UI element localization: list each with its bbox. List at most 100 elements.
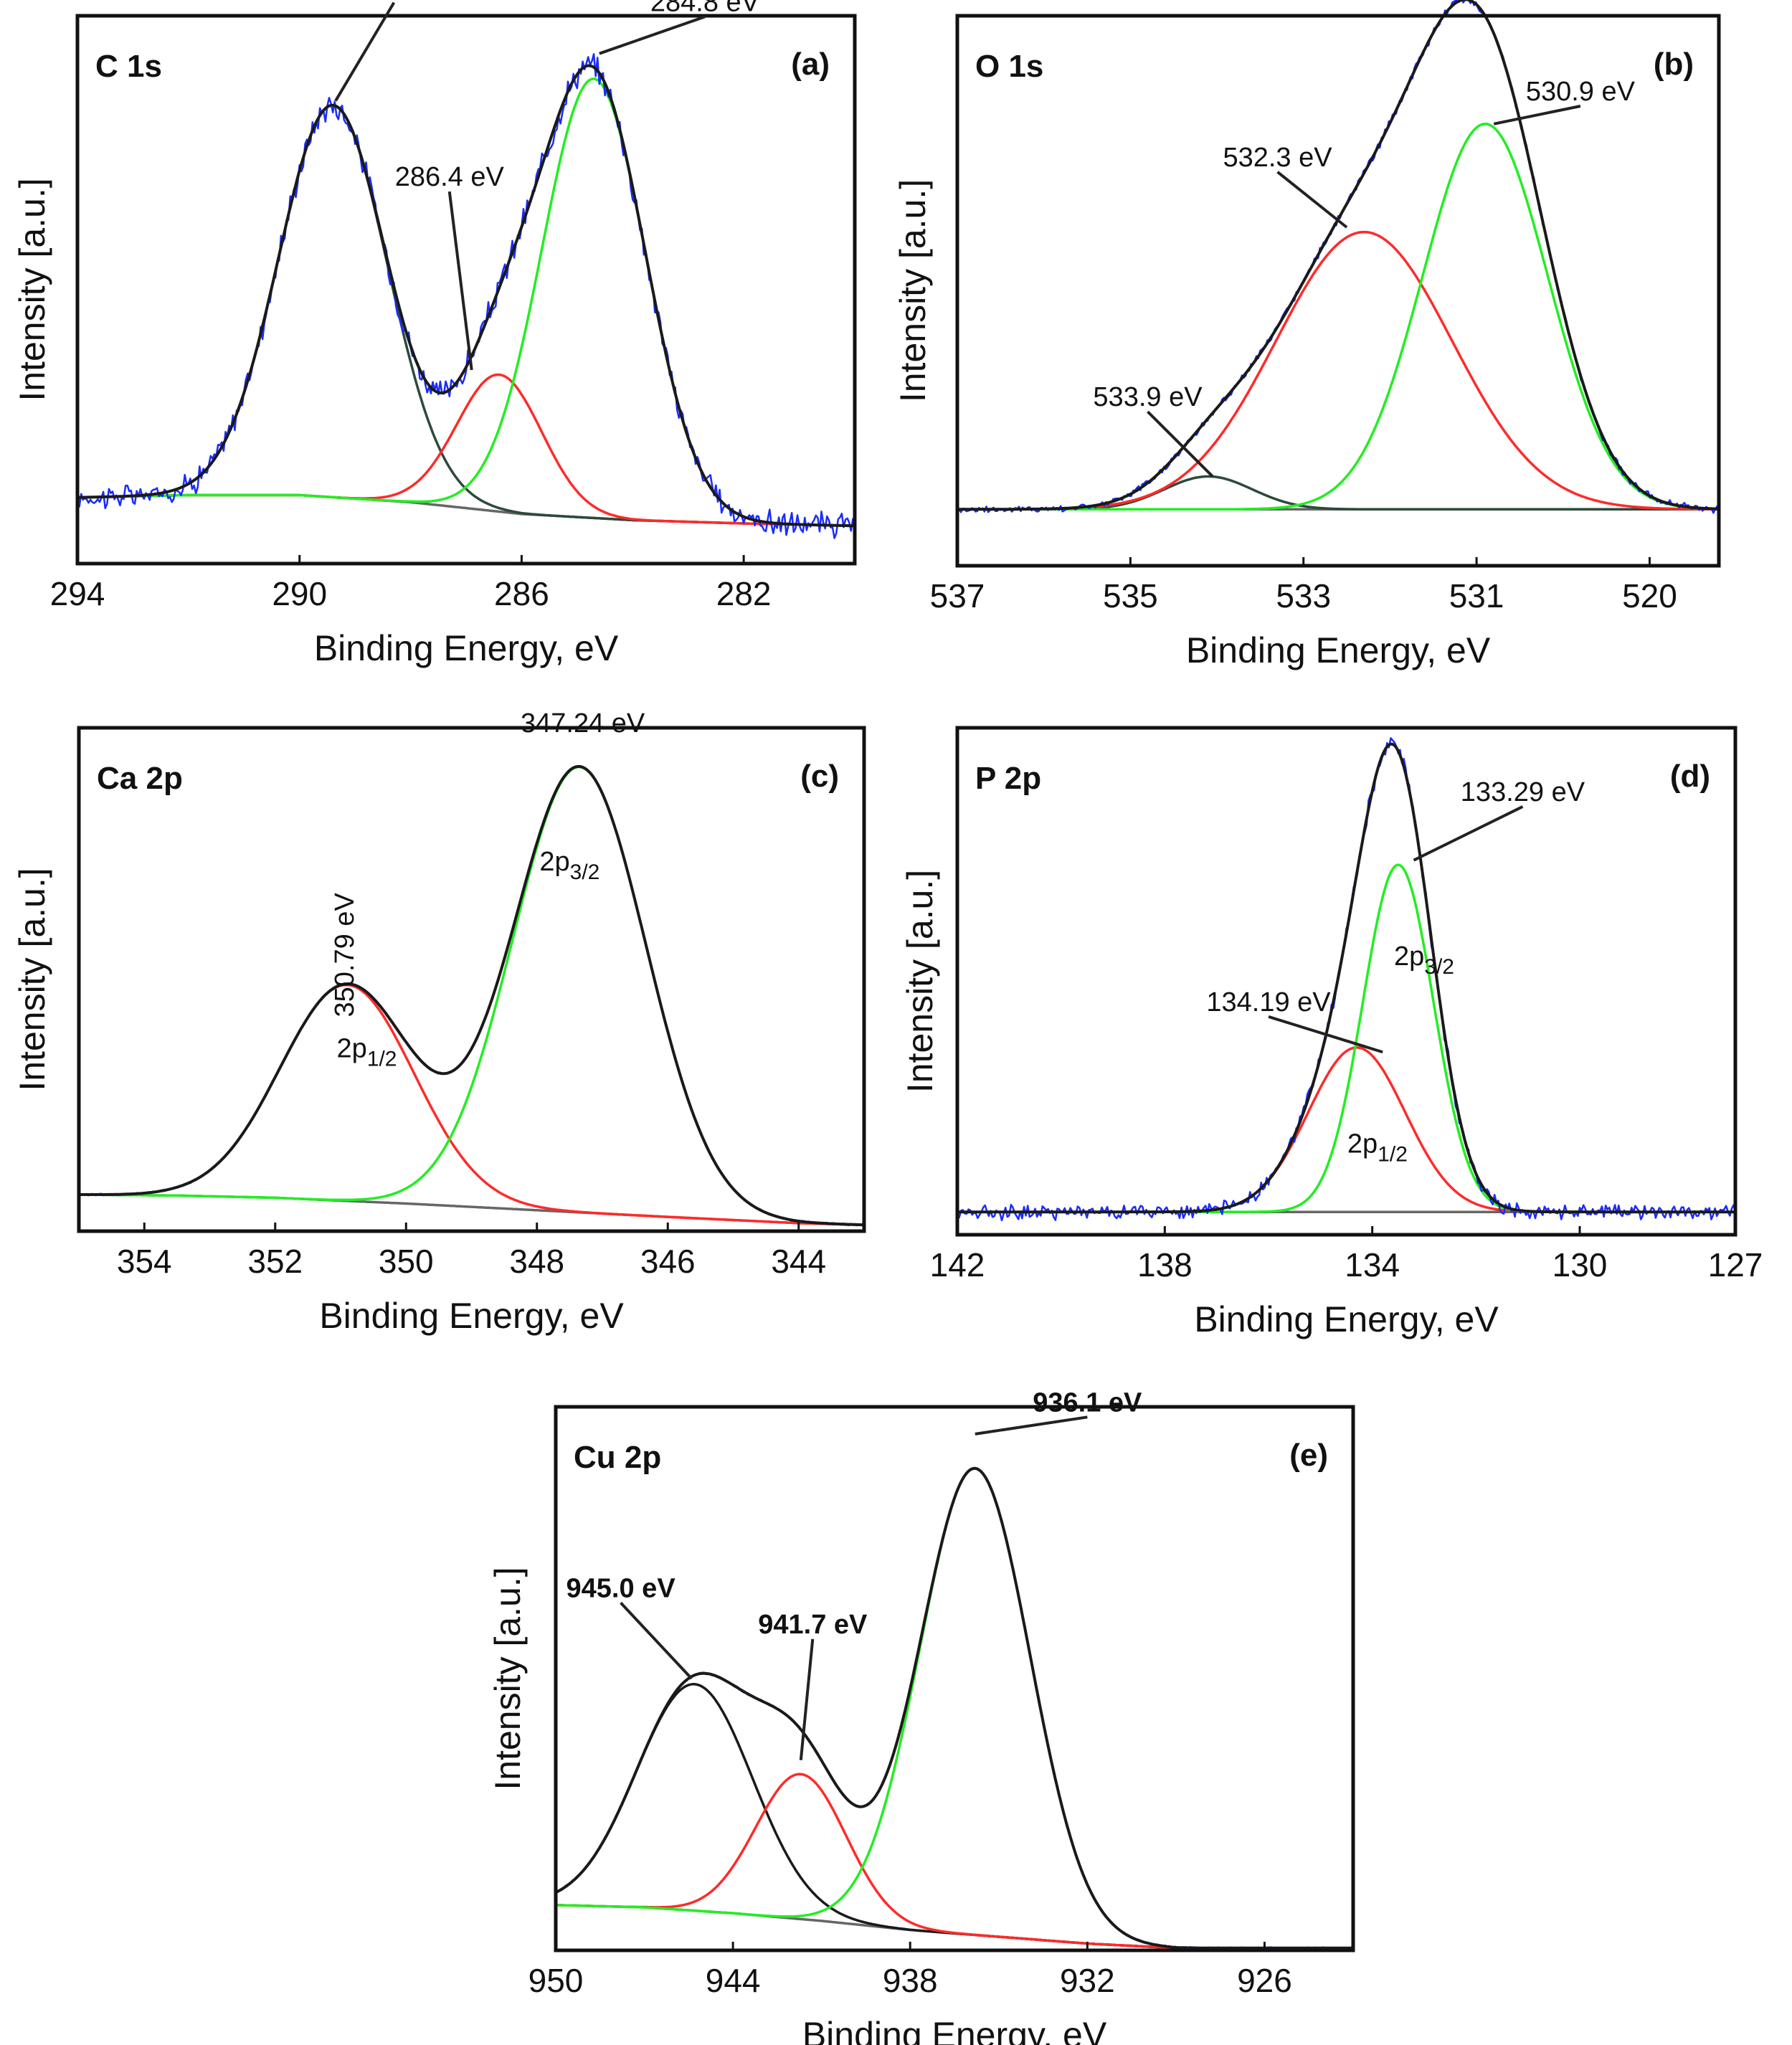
plot-frame: [75, 14, 857, 566]
x-tick-label: 531: [1449, 577, 1504, 615]
panel-tag: (b): [1654, 47, 1694, 82]
orbital-label: 2p1/2: [337, 1034, 397, 1071]
peak-leader-line: [599, 15, 706, 55]
panel-tag: (c): [800, 759, 839, 794]
panel-title: O 1s: [975, 49, 1043, 84]
x-tick-label: 138: [1137, 1246, 1193, 1284]
fit-component-532.3-eV: [957, 230, 1719, 511]
plot-frame: [554, 1405, 1355, 1953]
peak-label: 350.79 eV: [330, 893, 360, 1017]
x-axis-label: Binding Energy, eV: [319, 1296, 624, 1336]
x-tick-label: 520: [1622, 577, 1677, 615]
envelope-fit: [79, 764, 864, 1227]
x-tick-label: 348: [509, 1243, 564, 1280]
fit-component-530.9-eV: [957, 123, 1719, 511]
panel-title: Ca 2p: [97, 761, 183, 796]
plot-frame: [77, 726, 866, 1233]
x-tick-label: 537: [930, 577, 985, 615]
x-axis-label: Binding Energy, eV: [314, 628, 619, 668]
envelope-fit: [77, 64, 855, 528]
panel-title: P 2p: [975, 761, 1041, 796]
x-tick-label: 352: [247, 1243, 303, 1280]
panel-title: C 1s: [95, 49, 162, 84]
x-tick-label: 944: [706, 1962, 761, 1999]
plot-frame: [955, 14, 1721, 568]
panel-c1s: 294 290 286 282 Binding Energy, eV Intensity …: [12, 0, 857, 668]
y-axis-label: Intensity [a.u.]: [900, 870, 940, 1093]
peak-label: 941.7 eV: [758, 1610, 868, 1640]
orbital-label: 2p3/2: [1394, 941, 1454, 979]
x-tick-label: 533: [1276, 577, 1331, 615]
plot-frame: [955, 726, 1738, 1237]
fit-component-286.4-eV: [77, 373, 855, 528]
peak-label: 945.0 eV: [566, 1573, 676, 1603]
orbital-label: 2p3/2: [539, 847, 599, 884]
peak-label: 533.9 eV: [1093, 382, 1203, 412]
envelope-fit: [555, 1466, 1353, 1950]
peak-label: 347.24 eV: [521, 708, 645, 739]
x-axis-label: Binding Energy, eV: [1194, 1299, 1499, 1339]
peak-leader-line: [334, 1, 396, 102]
x-tick-label: 344: [771, 1243, 826, 1280]
x-tick-label: 938: [883, 1962, 938, 1999]
fit-component-134.19-eV: [957, 1046, 1735, 1213]
fit-component-133.29-eV: [957, 863, 1735, 1213]
panel-tag: (d): [1670, 759, 1710, 794]
fit-component-941.7-eV: [555, 1773, 1353, 1950]
peak-leader-line: [620, 1601, 693, 1680]
panel-cu2p: 950 944 938 932 926 Binding Energy, eV Intensi…: [488, 1387, 1355, 2045]
panel-o1s: 537 535 533 531 520 Binding Energy, eV Intensi…: [893, 0, 1721, 670]
fit-component-350.79-eV: [79, 983, 865, 1227]
background-line: [77, 493, 855, 528]
fit-component-284.8-eV: [77, 77, 855, 528]
envelope-fit: [957, 742, 1735, 1214]
panel-title: Cu 2p: [574, 1440, 661, 1475]
peak-leader-line: [799, 1638, 815, 1760]
x-tick-label: 130: [1552, 1246, 1608, 1284]
x-tick-label: 346: [640, 1243, 696, 1280]
peak-label: 530.9 eV: [1526, 77, 1636, 107]
x-tick-label: 142: [930, 1246, 985, 1284]
y-axis-label: Intensity [a.u.]: [12, 178, 52, 401]
y-axis-label: Intensity [a.u.]: [893, 179, 933, 402]
x-tick-label: 127: [1708, 1246, 1763, 1284]
peak-label: 133.29 eV: [1461, 777, 1585, 807]
fit-component-533.9-eV: [957, 475, 1719, 511]
panel-ca2p: 354 352 350 348 346 344 Binding Energy, eV Inte…: [12, 708, 866, 1336]
peak-leader-line: [447, 191, 473, 371]
x-tick-label: 350: [379, 1243, 434, 1280]
peak-leader-line: [1268, 1015, 1383, 1054]
x-axis-label: Binding Energy, eV: [802, 2015, 1107, 2045]
peak-leader-line: [1493, 105, 1581, 125]
fit-component-936.1-eV: [555, 1467, 1353, 1950]
raw-spectrum: [555, 1467, 1354, 1950]
orbital-label: 2p1/2: [1347, 1129, 1408, 1166]
peak-label: 289.2 eV: [339, 0, 449, 4]
peak-leader-line: [1147, 410, 1214, 478]
peak-label: 134.19 eV: [1206, 987, 1331, 1017]
peak-label: 532.3 eV: [1223, 143, 1332, 173]
x-axis-label: Binding Energy, eV: [1186, 630, 1491, 670]
peak-leader-line: [1413, 805, 1524, 862]
y-axis-label: Intensity [a.u.]: [12, 868, 52, 1091]
x-tick-label: 950: [528, 1962, 584, 1999]
fit-component-347.24-eV: [79, 765, 864, 1226]
x-tick-label: 354: [117, 1243, 172, 1280]
panel-p2p: 142 138 134 130 127 Binding Energy, eV Intensi…: [900, 726, 1763, 1339]
raw-spectrum: [956, 737, 1737, 1222]
y-axis-label: Intensity [a.u.]: [488, 1567, 528, 1790]
x-tick-label: 290: [272, 575, 327, 612]
panel-tag: (e): [1289, 1438, 1328, 1473]
x-tick-label: 926: [1237, 1962, 1292, 1999]
x-tick-label: 535: [1103, 577, 1158, 615]
background-line: [555, 1904, 1353, 1950]
x-tick-label: 932: [1060, 1962, 1115, 1999]
raw-spectrum: [78, 765, 865, 1227]
peak-label: 936.1 eV: [1033, 1387, 1142, 1418]
raw-spectrum: [76, 53, 855, 539]
peak-leader-line: [975, 1415, 1088, 1436]
peak-label: 286.4 eV: [395, 162, 505, 192]
x-tick-label: 286: [494, 575, 549, 612]
x-tick-label: 134: [1345, 1246, 1400, 1284]
